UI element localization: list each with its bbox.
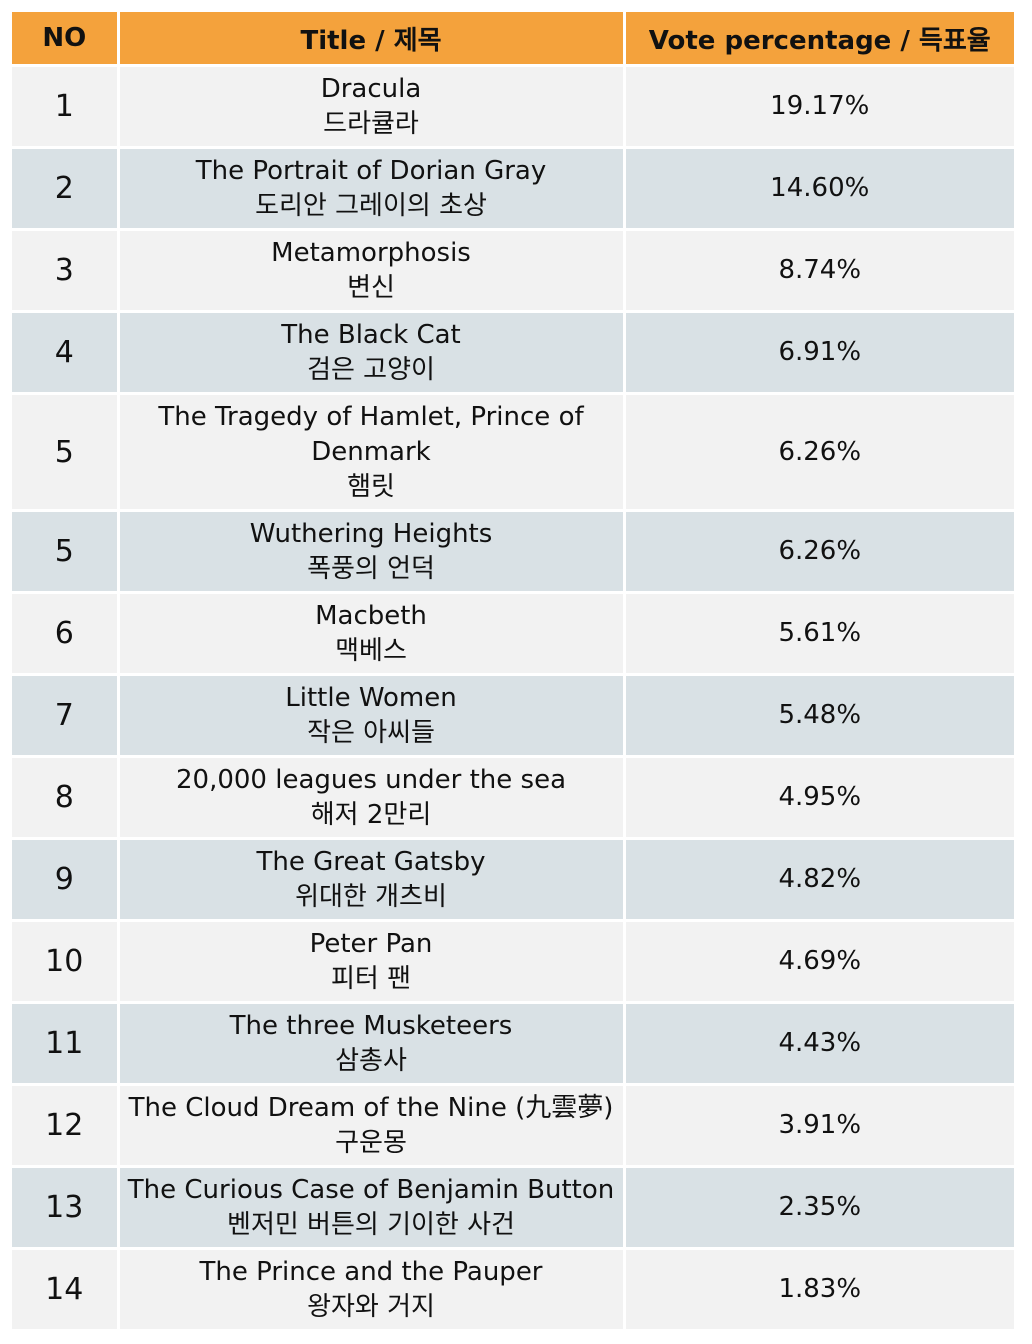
- title-english: The three Musketeers: [229, 1010, 513, 1041]
- title-korean: 폭풍의 언덕: [307, 553, 435, 584]
- title-korean: 도리안 그레이의 초상: [255, 190, 487, 221]
- table-row: 12 The Cloud Dream of the Nine (九雲夢) 구운몽…: [12, 1083, 1014, 1167]
- title-korean: 햄릿: [347, 471, 395, 502]
- vote-percentage-cell: 2.35%: [624, 1165, 1014, 1249]
- title-cell: Peter Pan 피터 팬: [118, 919, 626, 1003]
- title-cell: Wuthering Heights 폭풍의 언덕: [118, 509, 626, 593]
- vote-percentage-cell: 4.69%: [624, 919, 1014, 1003]
- rank-cell: 6: [12, 591, 120, 675]
- title-korean: 왕자와 거지: [307, 1291, 435, 1322]
- rank-cell: 5: [12, 509, 120, 593]
- header-no: NO: [12, 12, 120, 66]
- table-row: 7 Little Women 작은 아씨들 5.48%: [12, 673, 1014, 757]
- rank-cell: 4: [12, 310, 120, 394]
- table-row: 6 Macbeth 맥베스 5.61%: [12, 591, 1014, 675]
- book-ranking-table: NO Title / 제목 Vote percentage / 득표율 1 Dr…: [12, 12, 1014, 1329]
- title-english: The Black Cat: [281, 319, 461, 350]
- table-header-row: NO Title / 제목 Vote percentage / 득표율: [12, 12, 1014, 66]
- table-row: 10 Peter Pan 피터 팬 4.69%: [12, 919, 1014, 1003]
- rank-cell: 9: [12, 837, 120, 921]
- title-cell: The Portrait of Dorian Gray 도리안 그레이의 초상: [118, 146, 626, 230]
- ranking-table-container: NO Title / 제목 Vote percentage / 득표율 1 Dr…: [12, 12, 1014, 1329]
- table-row: 11 The three Musketeers 삼총사 4.43%: [12, 1001, 1014, 1085]
- title-cell: The Cloud Dream of the Nine (九雲夢) 구운몽: [118, 1083, 626, 1167]
- title-cell: The Great Gatsby 위대한 개츠비: [118, 837, 626, 921]
- title-cell: Little Women 작은 아씨들: [118, 673, 626, 757]
- vote-percentage-cell: 3.91%: [624, 1083, 1014, 1167]
- title-english: The Prince and the Pauper: [199, 1256, 543, 1287]
- title-korean: 구운몽: [335, 1127, 407, 1158]
- rank-cell: 3: [12, 228, 120, 312]
- table-row: 14 The Prince and the Pauper 왕자와 거지 1.83…: [12, 1247, 1014, 1329]
- vote-percentage-cell: 14.60%: [624, 146, 1014, 230]
- title-english: 20,000 leagues under the sea: [176, 764, 566, 795]
- vote-percentage-cell: 19.17%: [624, 64, 1014, 148]
- table-row: 8 20,000 leagues under the sea 해저 2만리 4.…: [12, 755, 1014, 839]
- table-row: 1 Dracula 드라큘라 19.17%: [12, 64, 1014, 148]
- title-english: Metamorphosis: [271, 237, 471, 268]
- title-korean: 검은 고양이: [307, 354, 435, 385]
- vote-percentage-cell: 5.61%: [624, 591, 1014, 675]
- vote-percentage-cell: 6.26%: [624, 509, 1014, 593]
- vote-percentage-cell: 4.82%: [624, 837, 1014, 921]
- title-korean: 위대한 개츠비: [295, 881, 447, 912]
- table-row: 3 Metamorphosis 변신 8.74%: [12, 228, 1014, 312]
- title-cell: Dracula 드라큘라: [118, 64, 626, 148]
- title-cell: The three Musketeers 삼총사: [118, 1001, 626, 1085]
- rank-cell: 12: [12, 1083, 120, 1167]
- title-english-line-2: Denmark: [311, 436, 431, 467]
- table-row: 9 The Great Gatsby 위대한 개츠비 4.82%: [12, 837, 1014, 921]
- vote-percentage-cell: 6.26%: [624, 392, 1014, 511]
- title-english: The Portrait of Dorian Gray: [195, 155, 547, 186]
- title-korean: 피터 팬: [330, 963, 412, 994]
- table-row: 4 The Black Cat 검은 고양이 6.91%: [12, 310, 1014, 394]
- title-english: The Cloud Dream of the Nine (九雲夢): [128, 1092, 614, 1123]
- vote-percentage-cell: 6.91%: [624, 310, 1014, 394]
- title-cell: The Tragedy of Hamlet, Prince of Denmark…: [118, 392, 626, 511]
- title-cell: 20,000 leagues under the sea 해저 2만리: [118, 755, 626, 839]
- rank-cell: 1: [12, 64, 120, 148]
- header-vote-percentage: Vote percentage / 득표율: [624, 12, 1014, 66]
- title-cell: The Prince and the Pauper 왕자와 거지: [118, 1247, 626, 1329]
- table-row: 5 Wuthering Heights 폭풍의 언덕 6.26%: [12, 509, 1014, 593]
- rank-cell: 14: [12, 1247, 120, 1329]
- title-korean: 드라큘라: [323, 108, 419, 139]
- vote-percentage-cell: 4.95%: [624, 755, 1014, 839]
- title-korean: 벤저민 버튼의 기이한 사건: [227, 1209, 515, 1240]
- title-cell: Macbeth 맥베스: [118, 591, 626, 675]
- title-english-line-1: The Tragedy of Hamlet, Prince of: [158, 401, 584, 432]
- header-title: Title / 제목: [118, 12, 626, 66]
- title-korean: 작은 아씨들: [307, 717, 435, 748]
- title-english: Macbeth: [315, 600, 427, 631]
- vote-percentage-cell: 5.48%: [624, 673, 1014, 757]
- rank-cell: 8: [12, 755, 120, 839]
- vote-percentage-cell: 1.83%: [624, 1247, 1014, 1329]
- rank-cell: 7: [12, 673, 120, 757]
- title-cell: Metamorphosis 변신: [118, 228, 626, 312]
- title-korean: 해저 2만리: [310, 799, 432, 830]
- title-english: The Curious Case of Benjamin Button: [127, 1174, 615, 1205]
- table-row: 2 The Portrait of Dorian Gray 도리안 그레이의 초…: [12, 146, 1014, 230]
- vote-percentage-cell: 4.43%: [624, 1001, 1014, 1085]
- vote-percentage-cell: 8.74%: [624, 228, 1014, 312]
- title-english: The Great Gatsby: [256, 846, 486, 877]
- title-korean: 변신: [347, 272, 395, 303]
- title-english: Little Women: [285, 682, 457, 713]
- title-english: Dracula: [320, 73, 422, 104]
- rank-cell: 11: [12, 1001, 120, 1085]
- rank-cell: 10: [12, 919, 120, 1003]
- rank-cell: 5: [12, 392, 120, 511]
- table-row: 5 The Tragedy of Hamlet, Prince of Denma…: [12, 392, 1014, 511]
- title-korean: 맥베스: [335, 635, 407, 666]
- table-row: 13 The Curious Case of Benjamin Button 벤…: [12, 1165, 1014, 1249]
- title-cell: The Curious Case of Benjamin Button 벤저민 …: [118, 1165, 626, 1249]
- rank-cell: 2: [12, 146, 120, 230]
- title-korean: 삼총사: [335, 1045, 407, 1076]
- title-cell: The Black Cat 검은 고양이: [118, 310, 626, 394]
- rank-cell: 13: [12, 1165, 120, 1249]
- title-english: Peter Pan: [309, 928, 433, 959]
- title-english: Wuthering Heights: [249, 518, 493, 549]
